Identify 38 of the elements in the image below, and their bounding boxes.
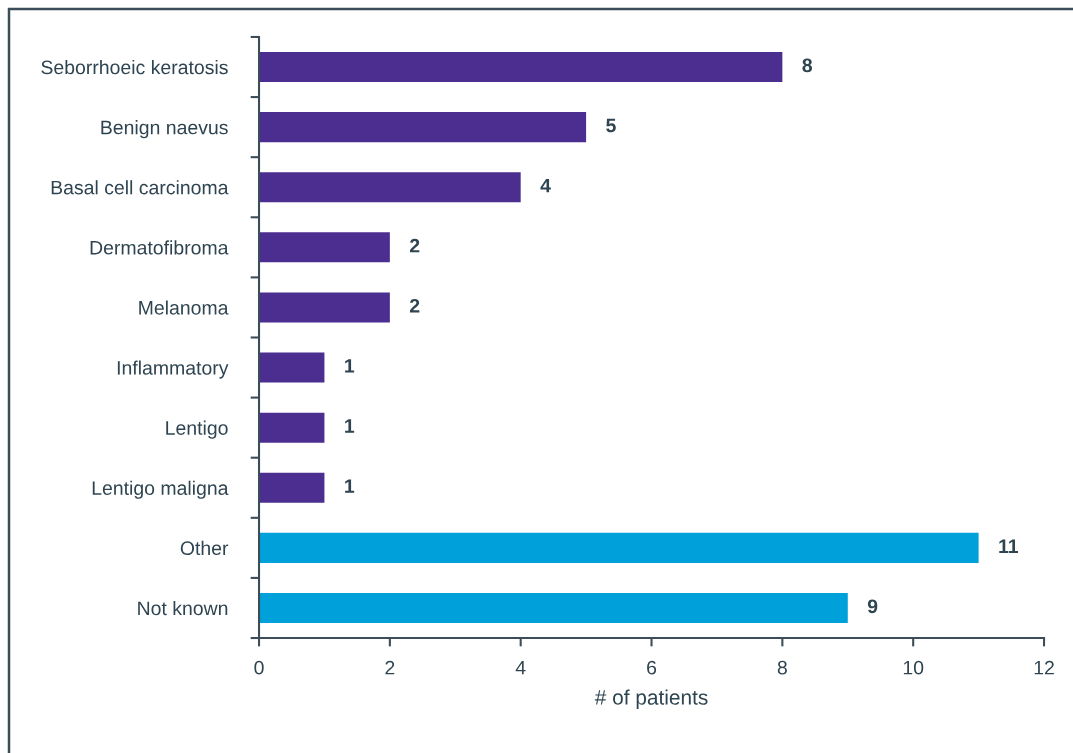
- bar: [259, 472, 325, 503]
- data-label: 1: [345, 359, 355, 373]
- data-label: 4: [540, 178, 551, 193]
- y-tick-label: Seborrhoeic keratosis: [41, 59, 228, 75]
- data-label: 8: [802, 58, 813, 73]
- bar: [259, 292, 390, 323]
- y-tick-label: Dermatofibroma: [90, 240, 229, 255]
- data-label: 11: [999, 539, 1019, 553]
- y-tick-label: Inflammatory: [117, 360, 229, 379]
- bar: [259, 112, 587, 143]
- bar: [259, 592, 848, 623]
- y-tick-label: Benign naevus: [101, 120, 228, 139]
- x-tick-label: 12: [1034, 660, 1054, 675]
- data-label: 2: [409, 298, 420, 313]
- x-tick-label: 10: [903, 660, 924, 675]
- bar: [259, 352, 325, 383]
- x-axis-title: # of patients: [594, 689, 708, 709]
- bar: [259, 172, 521, 203]
- y-tick-label: Lentigo: [166, 420, 228, 439]
- bar: [259, 232, 390, 263]
- x-tick-label: 0: [254, 660, 264, 675]
- y-tick-label: Lentigo maligna: [92, 480, 229, 499]
- y-tick-label: Not known: [138, 600, 228, 616]
- x-tick-label: 6: [647, 660, 657, 675]
- x-tick-label: 8: [777, 660, 787, 675]
- x-tick-label: 4: [515, 660, 526, 675]
- data-label: 9: [867, 599, 878, 614]
- bar: [259, 532, 979, 563]
- x-tick-label: 2: [385, 660, 395, 675]
- y-tick-label: Basal cell carcinoma: [51, 180, 229, 195]
- bar: [259, 52, 783, 83]
- y-tick-label: Melanoma: [139, 300, 229, 315]
- data-label: 1: [345, 479, 355, 493]
- data-label: 2: [409, 238, 420, 253]
- bar: [259, 412, 325, 443]
- data-label: 1: [345, 419, 355, 433]
- data-label: 5: [606, 118, 616, 133]
- y-tick-label: Other: [180, 540, 229, 556]
